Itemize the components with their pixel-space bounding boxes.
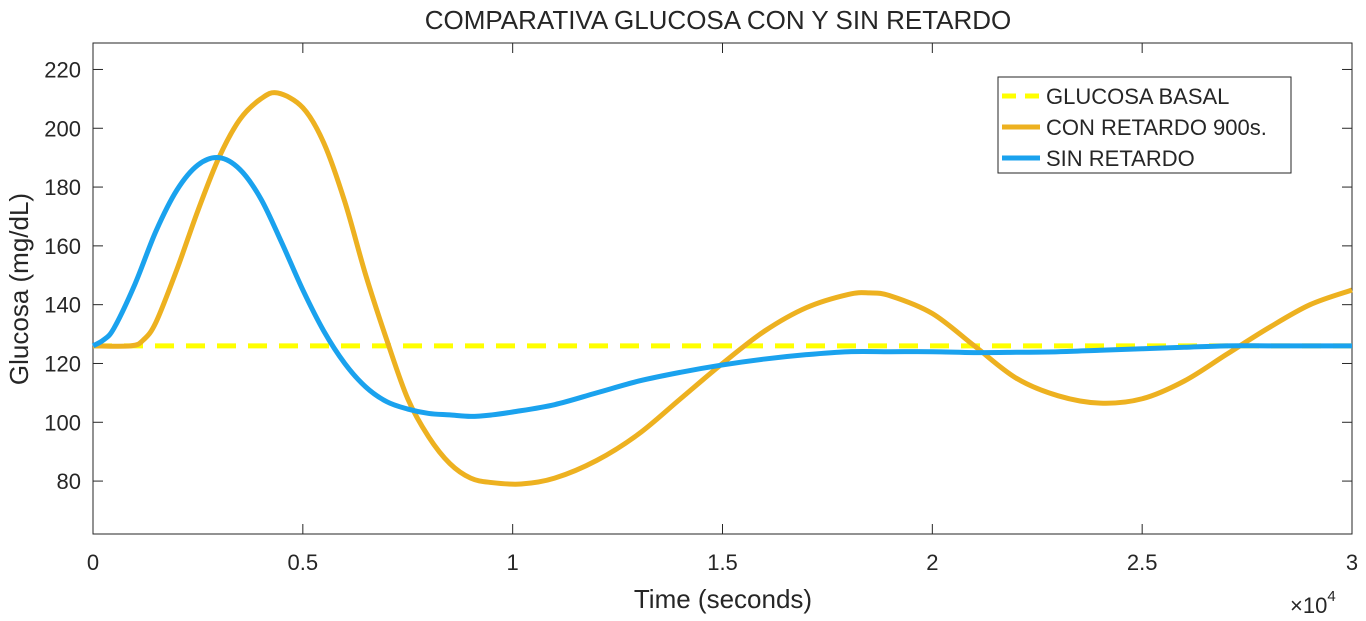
- legend-label-sin-retardo: SIN RETARDO: [1046, 146, 1195, 171]
- x-tick-label: 2.5: [1127, 550, 1158, 575]
- y-tick-label: 220: [44, 57, 81, 82]
- y-tick-label: 200: [44, 116, 81, 141]
- x-exponent-power: 4: [1327, 588, 1335, 605]
- x-tick-label: 1: [507, 550, 519, 575]
- chart-title: COMPARATIVA GLUCOSA CON Y SIN RETARDO: [425, 5, 1012, 35]
- y-tick-label: 100: [44, 410, 81, 435]
- legend-label-con-retardo-900s: CON RETARDO 900s.: [1046, 115, 1267, 140]
- series-line-con-retardo-900s: [92, 90, 1353, 487]
- y-tick-label: 180: [44, 175, 81, 200]
- legend: GLUCOSA BASAL CON RETARDO 900s. SIN RETARD…: [997, 76, 1292, 174]
- series-line-sin-retardo: [91, 155, 1352, 419]
- tick-layer: 0 0.5 1 1.5 2 2.5 3 80 100 120 140 160 180 200 220: [44, 43, 1358, 575]
- x-axis-label: Time (seconds): [634, 584, 812, 614]
- legend-box: [997, 76, 1292, 174]
- x-exponent: ×104: [1290, 588, 1336, 618]
- x-exponent-base: ×10: [1290, 593, 1327, 618]
- legend-items: GLUCOSA BASAL CON RETARDO 900s. SIN RETARD…: [1002, 84, 1267, 171]
- x-tick-label: 1.5: [707, 550, 738, 575]
- x-tick-label: 0.5: [288, 550, 319, 575]
- y-tick-label: 140: [44, 293, 81, 318]
- y-tick-label: 80: [57, 469, 81, 494]
- x-tick-label: 3: [1346, 550, 1358, 575]
- y-axis-label: Glucosa (mg/dL): [4, 193, 34, 385]
- y-tick-label: 120: [44, 351, 81, 376]
- x-tick-label: 0: [87, 550, 99, 575]
- x-tick-label: 2: [926, 550, 938, 575]
- series-layer: [91, 90, 1353, 487]
- legend-label-glucosa-basal: GLUCOSA BASAL: [1046, 84, 1229, 109]
- y-tick-label: 160: [44, 234, 81, 259]
